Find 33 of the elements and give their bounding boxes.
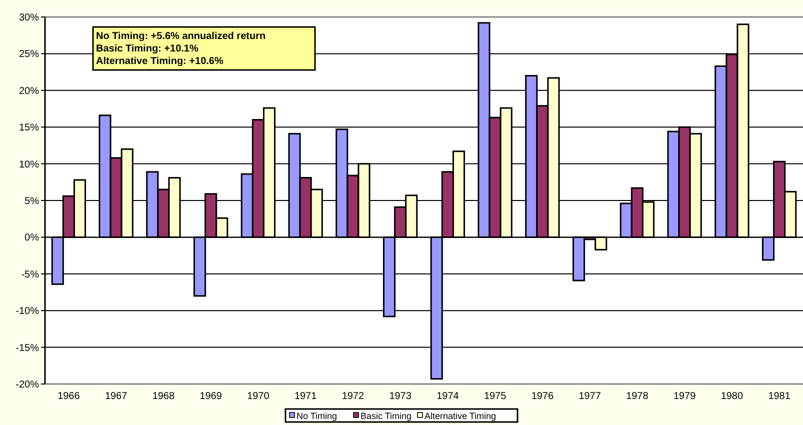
- y-tick-label: -5%: [21, 269, 40, 280]
- y-tick-label: 10%: [18, 159, 40, 170]
- x-tick-label: 1977: [578, 391, 602, 402]
- x-tick-label: 1979: [673, 391, 696, 402]
- x-tick-label: 1972: [342, 391, 364, 402]
- x-tick-label: 1978: [626, 391, 649, 402]
- x-tick-label: 1974: [436, 391, 460, 402]
- x-tick-label: 1969: [200, 391, 222, 402]
- y-tick-label: 20%: [18, 86, 40, 97]
- x-tick-label: 1976: [531, 391, 554, 402]
- annotation: Alternative Timing: +10.6%: [96, 56, 224, 67]
- x-tick-label: 1980: [720, 391, 744, 402]
- x-tick-label: 1967: [104, 391, 128, 402]
- x-tick-label: 1981: [768, 391, 791, 402]
- x-tick-label: 1975: [484, 391, 507, 402]
- y-tick-label: 15%: [18, 122, 40, 134]
- legend-label: Alternative Timing: [424, 411, 496, 422]
- x-tick-label: 1968: [152, 391, 175, 402]
- x-tick-label: 1970: [247, 391, 270, 402]
- x-tick-label: 1971: [294, 391, 318, 402]
- legend-label: No Timing: [296, 411, 338, 422]
- annotation: No Timing: +5.6% annualized return: [96, 31, 266, 42]
- x-tick-label: 1973: [389, 391, 412, 402]
- y-tick-label: -15%: [16, 342, 40, 354]
- y-tick-label: 25%: [18, 49, 40, 60]
- y-tick-label: 0%: [24, 232, 40, 244]
- annotation: Basic Timing: +10.1%: [96, 44, 198, 54]
- y-tick-label: -20%: [16, 380, 40, 390]
- x-tick-label: 1966: [58, 391, 80, 402]
- legend-label: Basic Timing: [360, 411, 412, 422]
- y-tick-label: -10%: [16, 306, 40, 318]
- y-tick-label: 30%: [18, 12, 40, 24]
- y-tick-label: 5%: [24, 196, 40, 207]
